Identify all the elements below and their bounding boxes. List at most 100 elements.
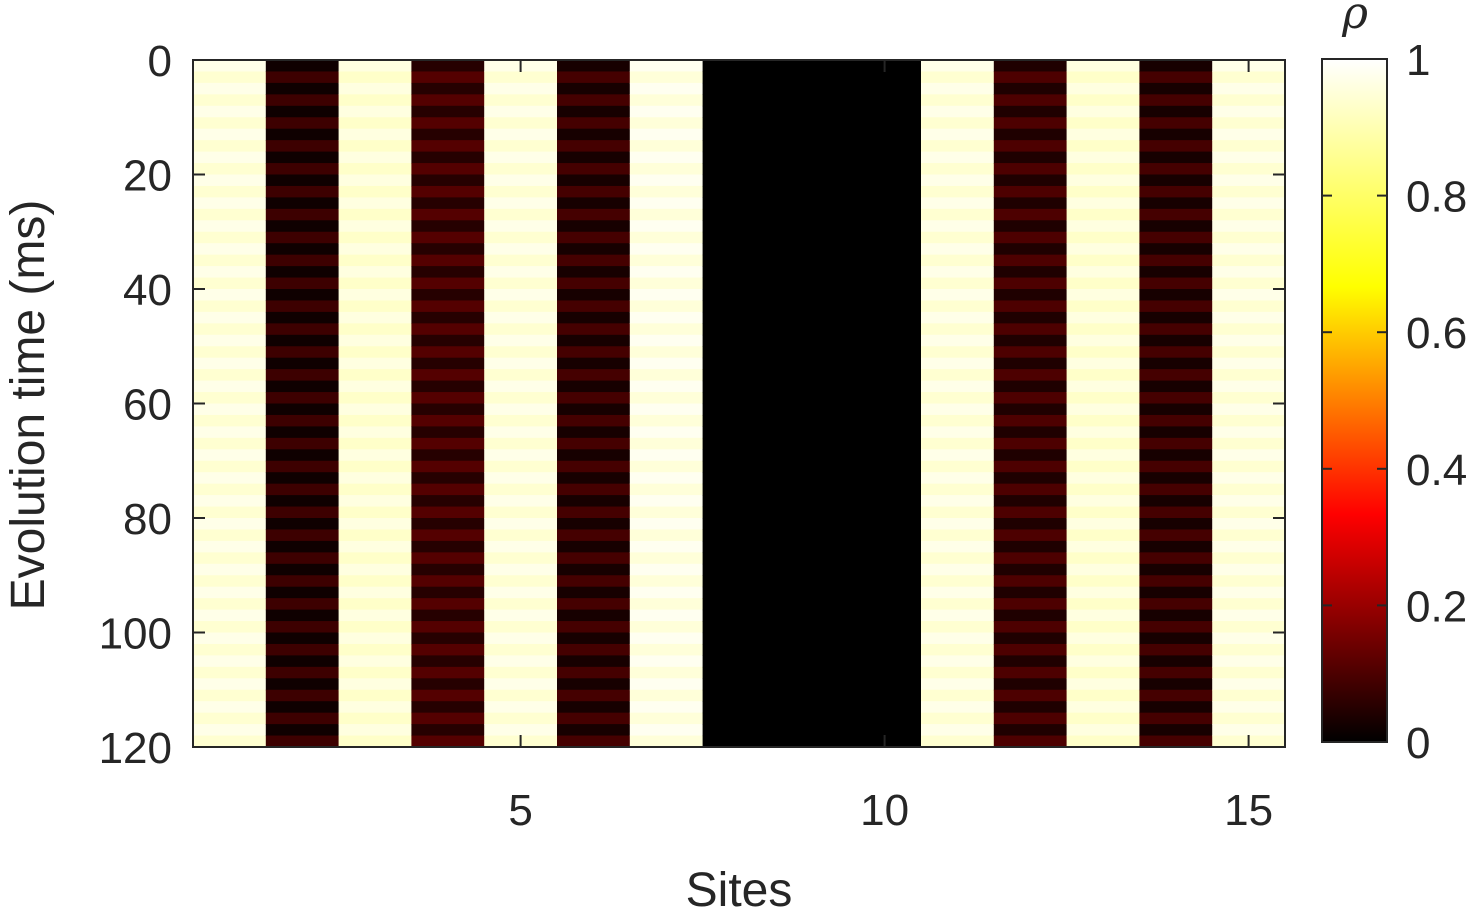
heatmap-cell xyxy=(702,529,776,542)
heatmap-cell xyxy=(1066,220,1140,233)
heatmap-cell xyxy=(702,632,776,645)
heatmap-cell xyxy=(993,105,1068,118)
heatmap-cell xyxy=(265,712,340,725)
heatmap-cell xyxy=(775,529,849,542)
heatmap-cell xyxy=(193,151,267,164)
heatmap-cell xyxy=(921,82,995,95)
heatmap-cell xyxy=(411,701,485,714)
heatmap-cell xyxy=(338,678,412,691)
heatmap-cell xyxy=(1139,724,1213,737)
heatmap-cell xyxy=(921,231,995,244)
heatmap-cell xyxy=(629,243,704,256)
heatmap-cell xyxy=(557,289,631,302)
heatmap-cell xyxy=(557,586,631,599)
heatmap-cell xyxy=(411,518,485,531)
heatmap-cell xyxy=(629,460,704,473)
heatmap-cell xyxy=(921,529,995,542)
heatmap-cell xyxy=(1139,598,1213,611)
heatmap-cell xyxy=(1066,231,1140,244)
heatmap-cell xyxy=(1212,632,1286,645)
heatmap-cell xyxy=(1066,289,1140,302)
heatmap-cell xyxy=(1212,518,1286,531)
heatmap-cell xyxy=(629,495,704,508)
heatmap-cell xyxy=(921,185,995,198)
heatmap-cell xyxy=(1212,414,1286,427)
heatmap-cell xyxy=(338,621,412,634)
heatmap-cell xyxy=(921,460,995,473)
heatmap-cell xyxy=(265,724,340,737)
heatmap-cell xyxy=(1212,643,1286,656)
heatmap-cell xyxy=(1139,82,1213,95)
heatmap-cell xyxy=(702,220,776,233)
heatmap-cell xyxy=(702,151,776,164)
heatmap-cell xyxy=(265,586,340,599)
heatmap-cell xyxy=(265,346,340,359)
heatmap-cell xyxy=(629,185,704,198)
heatmap-cell xyxy=(1066,598,1140,611)
heatmap-cell xyxy=(993,369,1068,382)
heatmap-cell xyxy=(1066,552,1140,565)
heatmap-cell xyxy=(265,540,340,553)
heatmap-cell xyxy=(193,128,267,141)
heatmap-cell xyxy=(702,460,776,473)
heatmap-cell xyxy=(775,82,849,95)
heatmap-cell xyxy=(993,689,1068,702)
heatmap-cell xyxy=(1212,311,1286,324)
heatmap-cell xyxy=(1139,71,1213,84)
heatmap-cell xyxy=(775,334,849,347)
heatmap-cell xyxy=(557,678,631,691)
heatmap-cell xyxy=(1212,197,1286,210)
heatmap-cell xyxy=(848,323,922,336)
heatmap-cell xyxy=(265,243,340,256)
heatmap-cell xyxy=(848,289,922,302)
heatmap-cell xyxy=(265,266,340,279)
heatmap-cell xyxy=(1212,460,1286,473)
heatmap-cell xyxy=(848,586,922,599)
heatmap-cell xyxy=(1066,701,1140,714)
heatmap-cell xyxy=(702,506,776,519)
heatmap-cell xyxy=(1212,220,1286,233)
heatmap-cell xyxy=(1139,414,1213,427)
heatmap-cell xyxy=(629,586,704,599)
heatmap-cell xyxy=(1066,60,1140,73)
heatmap-cell xyxy=(702,60,776,73)
heatmap-cell xyxy=(338,724,412,737)
heatmap-cell xyxy=(338,655,412,668)
heatmap-cell xyxy=(702,678,776,691)
heatmap-cell xyxy=(1139,346,1213,359)
heatmap-cell xyxy=(557,712,631,725)
heatmap-cell xyxy=(775,231,849,244)
heatmap-cell xyxy=(557,655,631,668)
heatmap-cell xyxy=(338,701,412,714)
heatmap-cell xyxy=(557,735,631,748)
site-column-1 xyxy=(193,60,267,748)
heatmap-cell xyxy=(484,689,558,702)
heatmap-cell xyxy=(1212,289,1286,302)
heatmap-cell xyxy=(921,71,995,84)
heatmap-cell xyxy=(484,437,558,450)
heatmap-cell xyxy=(484,552,558,565)
heatmap-cell xyxy=(557,231,631,244)
heatmap-cell xyxy=(484,163,558,176)
heatmap-cell xyxy=(1066,311,1140,324)
heatmap-cell xyxy=(775,643,849,656)
heatmap-cell xyxy=(702,437,776,450)
heatmap-cell xyxy=(993,586,1068,599)
heatmap-cell xyxy=(484,609,558,622)
heatmap-cell xyxy=(193,174,267,187)
heatmap-cell xyxy=(775,277,849,290)
heatmap-cell xyxy=(702,552,776,565)
heatmap-cell xyxy=(193,197,267,210)
heatmap-cell xyxy=(484,334,558,347)
heatmap-cell xyxy=(557,151,631,164)
heatmap-cell xyxy=(993,643,1068,656)
heatmap-cell xyxy=(1066,472,1140,485)
heatmap-cell xyxy=(1139,334,1213,347)
heatmap-cell xyxy=(775,724,849,737)
heatmap-cell xyxy=(557,334,631,347)
heatmap-cell xyxy=(338,289,412,302)
heatmap-cell xyxy=(193,437,267,450)
heatmap-cell xyxy=(557,380,631,393)
heatmap-cell xyxy=(702,163,776,176)
heatmap-cell xyxy=(993,483,1068,496)
